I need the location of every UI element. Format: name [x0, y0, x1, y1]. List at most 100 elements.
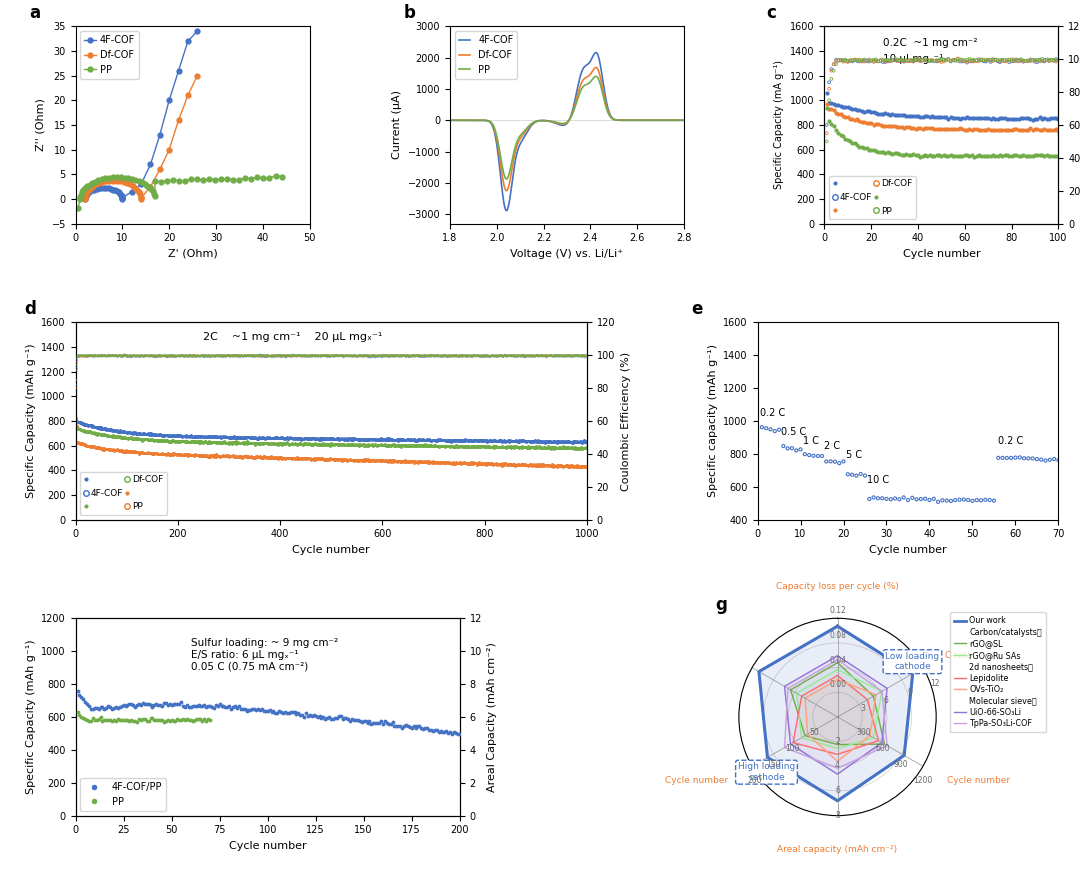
Point — [174, 349, 191, 363]
Point — [872, 107, 889, 121]
Point — [145, 427, 162, 441]
Point — [973, 53, 990, 67]
Point — [404, 432, 421, 446]
Point — [295, 349, 312, 363]
Legend: 4F-COF, Df-COF, PP: 4F-COF, Df-COF, PP — [455, 32, 517, 79]
Point — [346, 349, 363, 363]
Point — [376, 349, 393, 363]
Point — [211, 436, 228, 450]
Point — [422, 348, 440, 362]
Point — [285, 437, 302, 451]
Point — [134, 348, 151, 362]
Point — [149, 349, 166, 363]
Point — [124, 349, 141, 363]
Point — [389, 349, 406, 363]
Point — [492, 349, 510, 363]
Point — [139, 348, 157, 362]
Point — [378, 349, 395, 363]
Point — [227, 349, 244, 363]
Point — [318, 431, 335, 446]
Point — [422, 433, 440, 447]
Point — [305, 349, 322, 363]
Point — [137, 349, 154, 363]
Point — [529, 440, 546, 454]
Point — [395, 439, 413, 453]
Point — [233, 349, 251, 363]
Point — [427, 723, 444, 737]
Point — [280, 349, 297, 363]
Point — [522, 457, 539, 471]
4F-COF — [172, 66, 185, 76]
Point — [531, 349, 549, 363]
Point — [191, 349, 208, 363]
Point — [430, 455, 447, 469]
Point — [467, 349, 484, 363]
Point — [994, 53, 1011, 67]
Point — [168, 349, 186, 363]
Point — [407, 349, 424, 363]
Point — [159, 447, 176, 461]
Point — [267, 437, 284, 451]
Point — [461, 349, 478, 363]
Point — [843, 111, 861, 125]
Point — [447, 432, 464, 446]
Point — [272, 349, 289, 363]
Point — [954, 53, 971, 67]
Point — [96, 349, 113, 363]
Point — [448, 349, 465, 363]
Point — [310, 349, 327, 363]
Point — [411, 455, 429, 469]
Point — [333, 438, 350, 452]
Point — [179, 447, 197, 461]
Point — [473, 456, 490, 470]
Point — [284, 437, 301, 451]
Point — [213, 436, 230, 450]
Point — [204, 349, 221, 363]
Point — [242, 436, 259, 450]
Point — [319, 437, 336, 451]
Point — [251, 348, 268, 362]
Point — [464, 348, 482, 362]
Point — [202, 429, 219, 443]
Point — [408, 433, 426, 447]
Point — [324, 348, 341, 362]
Point — [251, 450, 268, 464]
Point — [879, 54, 896, 68]
Point — [823, 72, 840, 86]
Point — [69, 349, 86, 363]
Point — [89, 349, 106, 363]
Point — [970, 54, 987, 68]
Point — [195, 348, 213, 362]
Point — [451, 726, 469, 740]
Point — [984, 111, 1001, 125]
Y-axis label: Areal Capacity (mAh cm⁻²): Areal Capacity (mAh cm⁻²) — [487, 642, 498, 792]
Point — [392, 349, 409, 363]
Point — [909, 53, 927, 67]
Point — [81, 348, 98, 362]
Point — [477, 349, 495, 363]
Point — [405, 719, 422, 733]
Point — [391, 349, 408, 363]
Point — [577, 349, 594, 363]
Point — [219, 348, 237, 362]
Point — [78, 349, 95, 363]
Point — [321, 349, 338, 363]
Point — [545, 349, 563, 363]
Point — [262, 705, 280, 719]
Point — [472, 349, 489, 363]
Point — [308, 452, 325, 466]
Point — [91, 422, 108, 436]
Point — [103, 429, 120, 443]
Point — [397, 438, 415, 453]
Point — [557, 458, 575, 472]
Point — [170, 428, 187, 442]
Point — [84, 417, 102, 431]
Point — [307, 349, 324, 363]
Point — [136, 446, 153, 460]
Point — [281, 431, 298, 445]
Point — [443, 439, 460, 453]
Point — [232, 450, 249, 464]
Point — [104, 349, 121, 363]
Point — [473, 349, 490, 363]
Point — [569, 441, 586, 455]
